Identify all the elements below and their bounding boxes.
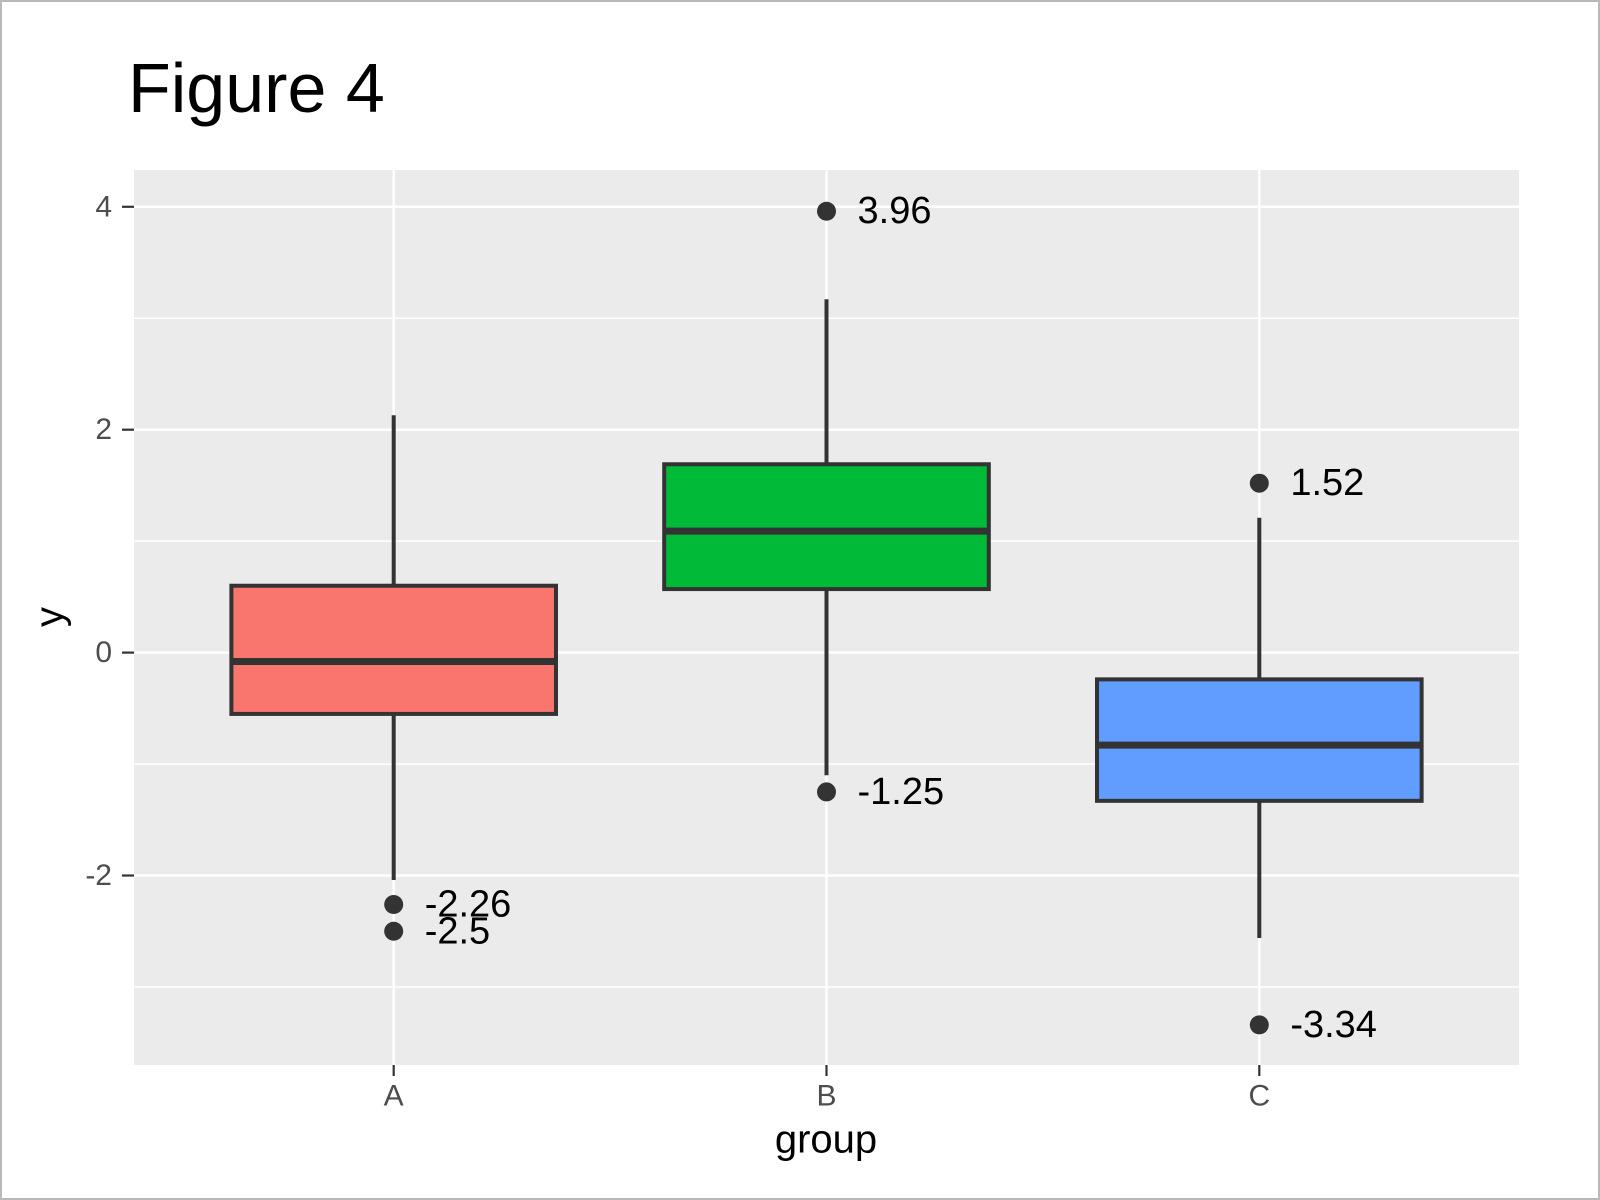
outlier-label-B: 3.96 (858, 190, 932, 232)
box-A (229, 583, 558, 716)
x-tick-label: A (384, 1080, 404, 1113)
box-B (662, 462, 991, 592)
outlier-point-A (384, 921, 404, 941)
box-C (1095, 677, 1424, 803)
x-tick-label: C (1248, 1080, 1270, 1113)
y-tick-label: 4 (95, 190, 112, 223)
y-axis-title: y (27, 607, 72, 627)
x-tick-label: B (816, 1080, 836, 1113)
outlier-point-C (1249, 1015, 1269, 1035)
x-axis-title: group (774, 1117, 878, 1162)
outlier-point-B (817, 201, 836, 221)
y-tick-label: 2 (95, 413, 112, 446)
figure-title: Figure 4 (128, 49, 385, 127)
y-tick-label: 0 (95, 636, 112, 669)
outlier-label-C: -3.34 (1290, 1004, 1377, 1046)
outlier-label-A: -2.5 (425, 910, 490, 952)
outlier-label-C: 1.52 (1290, 462, 1364, 504)
outlier-label-B: -1.25 (858, 771, 945, 813)
outlier-point-B (817, 782, 836, 802)
outlier-point-A (384, 895, 404, 915)
outlier-point-C (1249, 473, 1269, 493)
y-tick-label: -2 (85, 859, 112, 892)
outlier-label-A: -2.26 (425, 884, 512, 926)
